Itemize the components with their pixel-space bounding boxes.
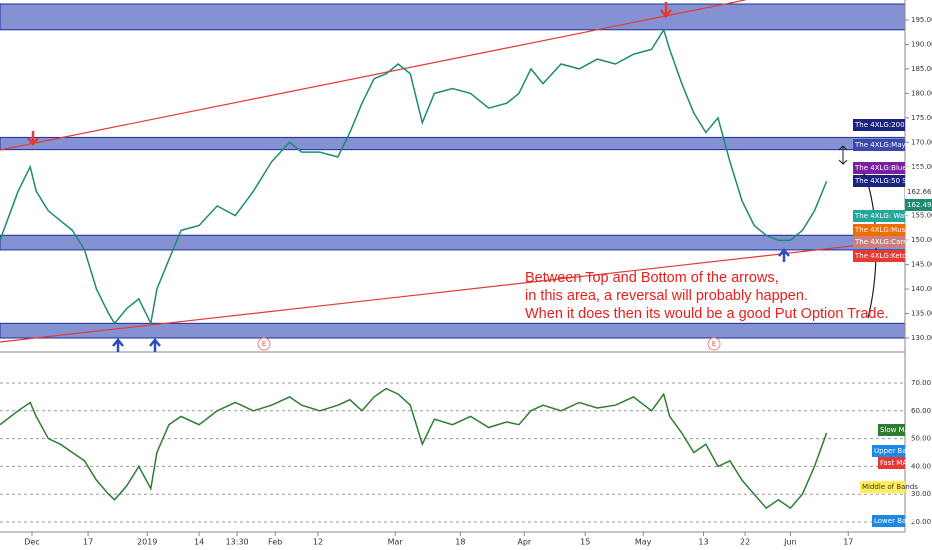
x-tick-label: 12 — [313, 538, 323, 547]
price-tag-label: The 4XLG:50 SMA — [854, 177, 918, 185]
price-tag — [853, 250, 905, 262]
x-tick-label: 2019 — [137, 538, 157, 547]
price-tag-label: The 4XLG: Water — [854, 212, 914, 220]
price-tag-label: The 4XLG:Mayo — [854, 141, 910, 149]
indicator-tag-label: Fast MA — [880, 459, 907, 467]
price-tag — [853, 119, 905, 131]
y-tick-label: 155.00 — [911, 212, 932, 220]
y2-tick-label: 30.00 — [911, 490, 931, 498]
x-tick-label: Apr — [517, 538, 532, 547]
x-tick-label: Dec — [24, 538, 39, 547]
price-tag-label: 162.66 — [907, 188, 932, 196]
y-tick-label: 145.00 — [911, 261, 932, 269]
x-tick-label: 15 — [580, 538, 590, 547]
price-tag-label: The 4XLG:Mustard — [854, 226, 920, 234]
indicator-tag — [878, 424, 905, 436]
indicator-tag-label: Lower Band — [874, 517, 915, 525]
price-tag-label: The 4XLG:Blueberry — [854, 164, 925, 172]
arrow-up — [112, 338, 124, 352]
zone — [0, 3, 906, 31]
price-tag-label: 162.49 — [907, 201, 932, 209]
x-tick-label: 14 — [194, 538, 204, 547]
y-tick-label: 180.00 — [911, 89, 932, 97]
price-tag — [905, 199, 932, 211]
y-tick-label: 170.00 — [911, 138, 932, 146]
x-tick-label: 13 — [698, 538, 708, 547]
x-tick-label: Feb — [268, 538, 282, 547]
x-tick-label: May — [635, 538, 652, 547]
x-tick-label: 13:30 — [226, 538, 249, 547]
indicator-tag — [872, 445, 905, 457]
y-tick-label: 165.00 — [911, 163, 932, 171]
y2-tick-label: 60.00 — [911, 407, 931, 415]
earnings-mark — [707, 337, 721, 351]
indicator-tag-label: Upper Band — [874, 447, 915, 455]
y-tick-label: 195.00 — [911, 16, 932, 24]
arrow-down — [660, 2, 672, 18]
y-tick-label: 140.00 — [911, 285, 932, 293]
zone — [0, 136, 906, 151]
indicator-tag — [860, 481, 905, 493]
arrow-down — [27, 131, 39, 146]
y-tick-label: 150.00 — [911, 236, 932, 244]
series-line — [0, 387, 828, 510]
price-tag — [853, 139, 905, 151]
earnings-mark — [257, 337, 271, 351]
x-tick-label: 22 — [740, 538, 750, 547]
earnings-label: E — [712, 340, 716, 348]
indicator-tag-label: Middle of Bands — [862, 483, 918, 491]
price-tag — [853, 236, 905, 248]
x-tick-label: 17 — [843, 538, 853, 547]
x-tick-label: 17 — [83, 538, 93, 547]
range-arrow — [838, 145, 848, 165]
indicator-tag — [878, 457, 905, 469]
y-tick-label: 185.00 — [911, 65, 932, 73]
price-tag — [853, 175, 905, 187]
price-tag — [853, 210, 905, 222]
earnings-label: E — [262, 340, 266, 348]
y-tick-label: 135.00 — [911, 310, 932, 318]
annotation: When it does then its would be a good Pu… — [525, 306, 889, 322]
x-tick-label: Mar — [388, 538, 404, 547]
zone — [0, 322, 906, 339]
trend-line — [0, 0, 746, 151]
price-tag — [853, 224, 905, 236]
indicator-tag — [872, 515, 905, 527]
plot-bg — [0, 0, 905, 532]
y2-tick-label: 40.00 — [911, 462, 931, 470]
price-tag — [853, 162, 905, 174]
y2-tick-label: 50.00 — [911, 435, 931, 443]
x-tick-label: Jun — [783, 538, 797, 547]
indicator-tag-label: Slow MA — [880, 426, 910, 434]
price-tag-label: The 4XLG:Ketchup — [854, 252, 920, 260]
annotation: Between Top and Bottom of the arrows, — [525, 270, 779, 286]
arrow-up — [149, 338, 161, 352]
price-tag-label: The 4XLG:Carrot — [854, 238, 913, 246]
zone — [0, 234, 906, 251]
y-tick-label: 175.00 — [911, 114, 932, 122]
y-tick-label: 190.00 — [911, 40, 932, 48]
x-tick-label: 18 — [455, 538, 465, 547]
arrow-up — [778, 248, 790, 262]
y-tick-label: 130.00 — [911, 334, 932, 342]
annotation: in this area, a reversal will probably h… — [525, 288, 808, 304]
y2-tick-label: 20.00 — [911, 518, 931, 526]
series-line — [0, 27, 828, 326]
price-tag — [905, 186, 932, 198]
price-tag-label: The 4XLG:200 SMA — [854, 121, 922, 129]
y2-tick-label: 70.00 — [911, 379, 931, 387]
